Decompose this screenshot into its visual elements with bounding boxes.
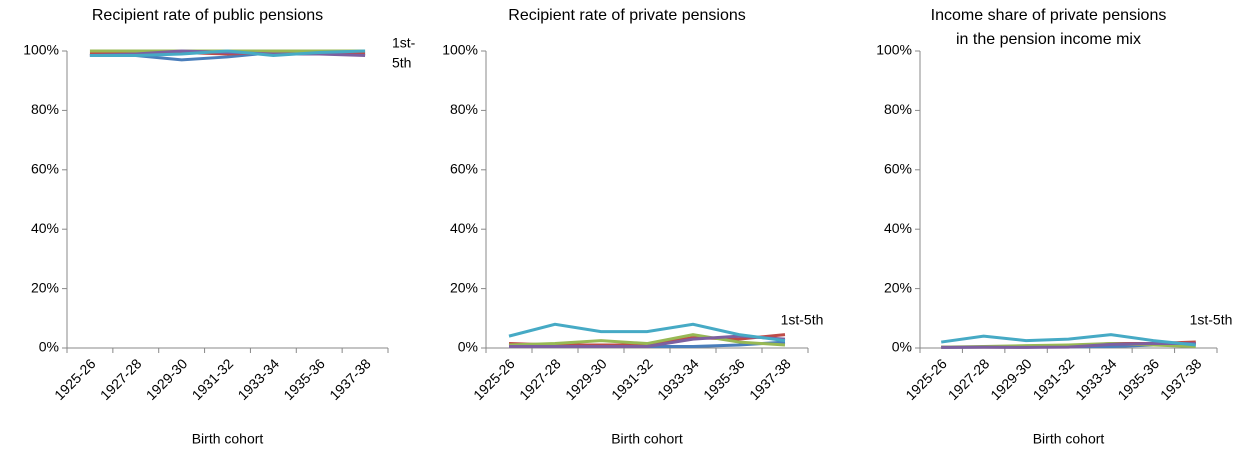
y-tick-label: 100%	[23, 42, 59, 58]
chart-title: Income share of private pensions	[931, 7, 1167, 24]
x-tick-label: 1927-28	[516, 355, 564, 403]
x-tick-label: 1925-26	[470, 355, 518, 403]
y-tick-label: 20%	[31, 279, 59, 295]
x-tick-label: 1929-30	[987, 355, 1035, 403]
x-tick-label: 1931-32	[608, 355, 656, 403]
chart-title: Recipient rate of private pensions	[508, 7, 745, 24]
y-tick-label: 60%	[31, 161, 59, 177]
line-series	[941, 333, 1196, 347]
x-tick-label: 1929-30	[562, 355, 610, 403]
y-tick-label: 40%	[31, 220, 59, 236]
annotation: 5th	[392, 55, 411, 71]
y-tick-label: 60%	[450, 161, 478, 177]
annotation: 1st-5th	[1190, 312, 1233, 328]
x-tick-label: 1931-32	[1030, 355, 1078, 403]
y-tick-label: 0%	[458, 339, 478, 355]
x-axis-label: Birth cohort	[611, 431, 683, 447]
x-tick-label: 1937-38	[746, 355, 794, 403]
y-tick-label: 100%	[442, 42, 478, 58]
line-series	[89, 49, 366, 57]
x-tick-label: 1937-38	[1157, 355, 1205, 403]
x-tick-label: 1933-34	[654, 355, 702, 403]
x-tick-label: 1927-28	[945, 355, 993, 403]
y-tick-label: 40%	[884, 220, 912, 236]
annotation: 1st-	[392, 35, 416, 51]
x-tick-label: 1929-30	[143, 355, 191, 403]
y-tick-label: 40%	[450, 220, 478, 236]
x-tick-label: 1927-28	[97, 355, 145, 403]
chart-title: in the pension income mix	[956, 31, 1141, 48]
annotation: 1st-5th	[781, 312, 824, 328]
x-axis-label: Birth cohort	[192, 431, 264, 447]
x-tick-label: 1925-26	[902, 355, 950, 403]
y-tick-label: 80%	[884, 101, 912, 117]
line-series	[508, 322, 786, 343]
line-series	[508, 333, 786, 347]
x-tick-label: 1925-26	[51, 355, 99, 403]
y-tick-label: 0%	[892, 339, 912, 355]
x-tick-label: 1935-36	[1114, 355, 1162, 403]
y-tick-label: 20%	[450, 279, 478, 295]
x-axis-label: Birth cohort	[1033, 431, 1105, 447]
y-tick-label: 0%	[39, 339, 59, 355]
chart-title: Recipient rate of public pensions	[92, 7, 323, 24]
x-tick-label: 1933-34	[234, 355, 282, 403]
x-tick-label: 1937-38	[326, 355, 374, 403]
x-tick-label: 1935-36	[700, 355, 748, 403]
x-tick-label: 1931-32	[189, 355, 237, 403]
y-tick-label: 20%	[884, 279, 912, 295]
y-tick-label: 80%	[450, 101, 478, 117]
y-tick-label: 100%	[876, 42, 912, 58]
y-tick-label: 80%	[31, 101, 59, 117]
x-tick-label: 1935-36	[280, 355, 328, 403]
line-series	[941, 342, 1196, 349]
y-tick-label: 60%	[884, 161, 912, 177]
x-tick-label: 1933-34	[1072, 355, 1120, 403]
